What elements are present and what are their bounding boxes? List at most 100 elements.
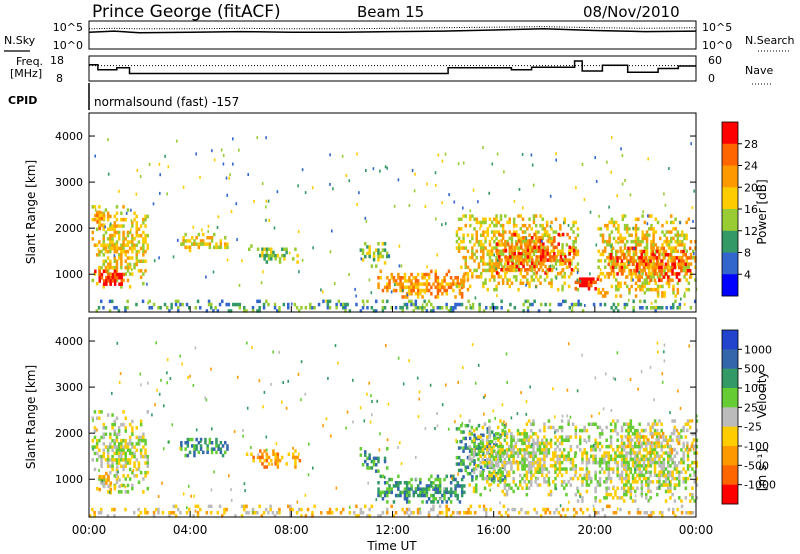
heatmap-cell [342,507,345,512]
heatmap-cell [245,511,248,515]
heatmap-cell [536,467,540,471]
heatmap-cell [467,299,470,304]
heatmap-cell [504,230,507,234]
heatmap-cell [682,444,685,449]
heatmap-cell [654,217,658,221]
heatmap-cell [574,435,578,439]
heatmap-cell [488,243,492,247]
heatmap-cell [579,507,583,512]
heatmap-cell [647,483,650,487]
heatmap-cell [658,473,661,478]
heatmap-cell [631,444,635,449]
heatmap-cell [377,481,380,485]
heatmap-cell [563,257,565,261]
heatmap-cell [552,480,555,484]
heatmap-cell [434,497,437,501]
heatmap-cell [601,287,605,292]
heatmap-cell [126,306,129,310]
heatmap-cell [630,233,633,237]
heatmap-cell [364,459,367,464]
colorbar-tick-label: -25 [744,421,762,434]
colorbar-cell [722,446,738,466]
heatmap-cell [538,464,542,468]
heatmap-cell [534,467,537,471]
heatmap-cell [691,486,694,490]
heatmap-cell [645,233,649,237]
heatmap-cell [636,454,639,458]
heatmap-cell [590,454,593,458]
heatmap-cell [515,262,518,266]
heatmap-cell [536,470,540,474]
heatmap-cell [345,426,347,430]
heatmap-cell [462,239,465,244]
heatmap-cell [623,281,627,285]
heatmap-cell [638,476,641,481]
heatmap-cell [671,269,674,273]
heatmap-cell [122,278,125,283]
heatmap-cell [363,303,365,307]
heatmap-cell [298,309,301,313]
heatmap-cell [550,249,553,253]
heatmap-cell [445,306,448,310]
heatmap-cell [135,214,138,219]
heatmap-cell [577,267,579,271]
heatmap-cell [462,214,465,218]
heatmap-cell [113,451,116,456]
heatmap-cell [566,388,569,392]
heatmap-cell [656,341,659,345]
heatmap-cell [210,488,213,492]
heatmap-cell [194,509,197,513]
heatmap-cell [601,432,604,436]
heatmap-cell [458,484,462,488]
heatmap-cell [499,480,502,484]
heatmap-cell [568,306,572,310]
colorbar-tick-label: 28 [744,138,758,151]
heatmap-cell [500,306,503,310]
heatmap-cell [632,249,636,253]
heatmap-cell [488,470,491,474]
heatmap-cell [638,271,640,275]
heatmap-cell [274,253,277,258]
heatmap-cell [111,448,114,452]
heatmap-cell [662,451,666,455]
heatmap-cell [684,262,687,267]
heatmap-cell [627,486,630,490]
heatmap-cell [144,507,147,512]
heatmap-cell [685,265,688,269]
heatmap-cell [634,294,638,298]
heatmap-cell [403,511,407,515]
heatmap-cell [612,448,615,452]
heatmap-cell [462,446,465,450]
heatmap-cell [106,490,110,494]
heatmap-cell [490,451,493,455]
heatmap-cell [403,487,407,491]
heatmap-cell [598,214,600,218]
heatmap-cell [527,435,531,439]
colorbar-cell [722,230,738,253]
heatmap-cell [488,249,492,253]
heatmap-cell [105,276,108,280]
heatmap-cell [690,142,692,146]
heatmap-cell [563,467,566,471]
heatmap-cell [546,245,549,250]
heatmap-cell [485,507,488,512]
heatmap-cell [122,205,125,209]
heatmap-cell [386,481,389,485]
heatmap-cell [468,284,472,289]
heatmap-cell [115,448,119,452]
heatmap-cell [512,489,515,494]
heatmap-cell [109,464,112,468]
heatmap-cell [462,475,465,479]
heatmap-cell [256,247,260,251]
heatmap-cell [493,475,496,479]
heatmap-cell [477,363,480,367]
heatmap-cell [501,281,505,285]
heatmap-cell [634,239,638,244]
heatmap-cell [687,511,690,515]
heatmap-cell [100,213,104,218]
heatmap-cell [656,294,660,298]
heatmap-cell [469,511,473,515]
heatmap-cell [179,302,182,307]
heatmap-cell [536,460,540,465]
heatmap-cell [572,243,575,247]
